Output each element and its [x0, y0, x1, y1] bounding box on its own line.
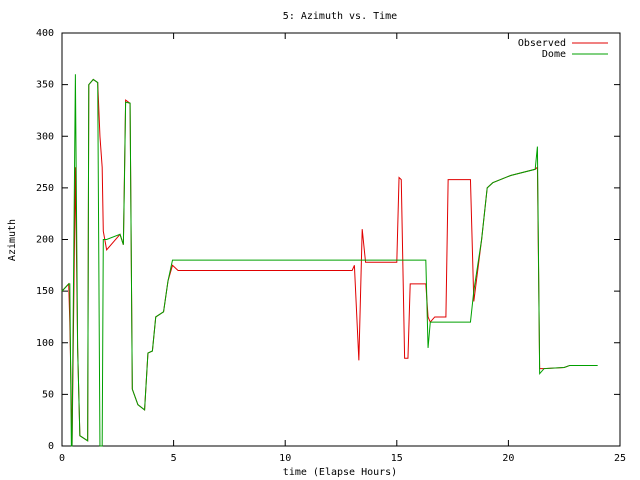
y-axis-label: Azimuth: [7, 219, 18, 261]
y-tick-label: 50: [42, 389, 54, 400]
chart-title: 5: Azimuth vs. Time: [283, 11, 397, 22]
y-tick-label: 200: [36, 235, 54, 246]
x-tick-label: 5: [171, 453, 177, 464]
series-line: [61, 74, 598, 447]
y-tick-label: 150: [36, 286, 54, 297]
x-tick-label: 0: [59, 453, 65, 464]
y-tick-label: 400: [36, 28, 54, 39]
y-tick-label: 350: [36, 80, 54, 91]
y-tick-label: 0: [48, 441, 54, 452]
x-tick-label: 20: [502, 453, 514, 464]
x-axis-label: time (Elapse Hours): [283, 467, 397, 478]
y-tick-label: 100: [36, 338, 54, 349]
y-tick-label: 300: [36, 131, 54, 142]
y-tick-label: 250: [36, 183, 54, 194]
legend-label: Dome: [542, 49, 566, 60]
series-line: [61, 78, 570, 447]
x-tick-label: 15: [391, 453, 403, 464]
x-tick-label: 10: [279, 453, 291, 464]
legend-label: Observed: [518, 38, 566, 49]
x-tick-label: 25: [614, 453, 626, 464]
